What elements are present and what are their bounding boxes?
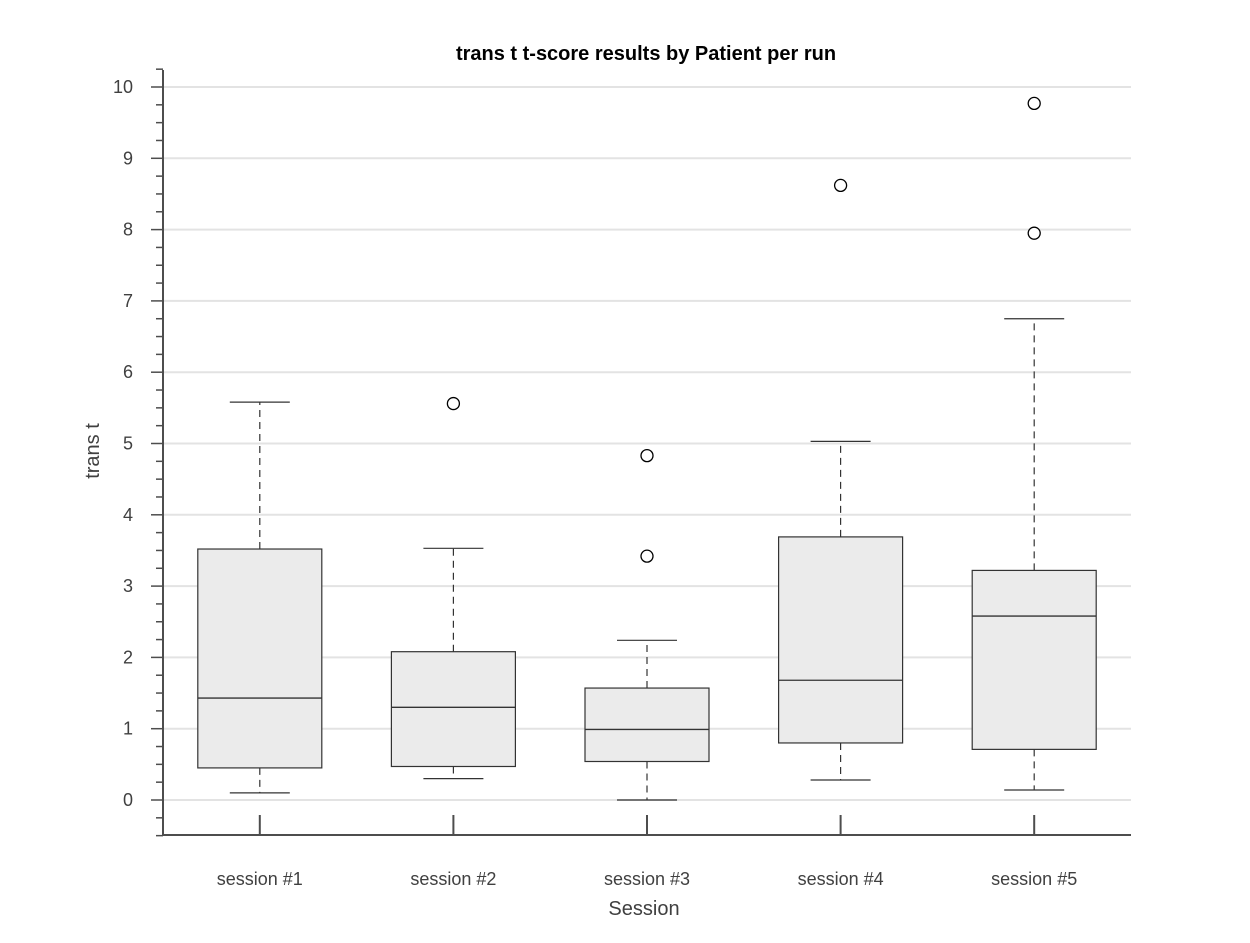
y-tick-label: 3 bbox=[123, 576, 133, 596]
box-layer bbox=[197, 96, 1097, 801]
box-group bbox=[197, 401, 323, 794]
y-tick-label: 0 bbox=[123, 790, 133, 810]
y-tick-label: 9 bbox=[123, 148, 133, 168]
y-tick-label: 8 bbox=[123, 220, 133, 240]
y-tick-label: 6 bbox=[123, 362, 133, 382]
y-tick-label: 5 bbox=[123, 434, 133, 454]
x-axis-label: Session bbox=[608, 898, 679, 920]
box-iqr bbox=[390, 651, 516, 768]
grid-layer bbox=[163, 86, 1131, 801]
box-group bbox=[390, 396, 516, 780]
outlier-point bbox=[1027, 96, 1041, 111]
y-tick-label: 10 bbox=[113, 77, 133, 97]
x-tick-label: session #3 bbox=[604, 869, 690, 889]
x-tick-label: session #2 bbox=[410, 869, 496, 889]
axis-layer: 0 1 2 3 4 5 6 7 8 9 10 session #1 session #2 session … bbox=[113, 68, 1131, 889]
y-axis-label: trans t bbox=[82, 423, 104, 479]
box-group bbox=[584, 448, 710, 801]
box-iqr bbox=[197, 548, 323, 769]
y-tick-label: 2 bbox=[123, 647, 133, 667]
x-tick-label: session #4 bbox=[798, 869, 884, 889]
box-iqr bbox=[971, 569, 1097, 750]
box-group bbox=[777, 178, 904, 781]
x-tick-label: session #1 bbox=[217, 869, 303, 889]
y-tick-label: 4 bbox=[123, 505, 133, 525]
y-tick-label: 7 bbox=[123, 291, 133, 311]
box-group bbox=[971, 96, 1097, 791]
box-iqr bbox=[584, 687, 710, 763]
outlier-point bbox=[640, 448, 654, 463]
outlier-point bbox=[1027, 226, 1041, 240]
y-tick-label: 1 bbox=[123, 719, 133, 739]
outlier-point bbox=[446, 396, 461, 411]
x-tick-label: session #5 bbox=[991, 869, 1077, 889]
box-iqr bbox=[777, 536, 904, 744]
chart-title: trans t t-score results by Patient per r… bbox=[456, 43, 836, 65]
outlier-point bbox=[833, 178, 848, 193]
outlier-point bbox=[640, 549, 654, 563]
